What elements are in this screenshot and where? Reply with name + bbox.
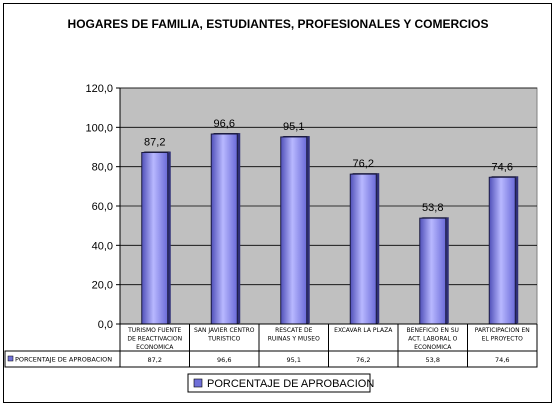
bar: [349, 173, 377, 325]
data-label: 95,1: [283, 121, 304, 133]
chart-title: HOGARES DE FAMILIA, ESTUDIANTES, PROFESI…: [68, 17, 489, 31]
table-legend-key: [7, 355, 14, 362]
table-value: 53,8: [426, 356, 440, 364]
bar: [210, 133, 238, 325]
table-value: 74,6: [495, 356, 509, 364]
bar: [488, 176, 516, 325]
bar: [280, 136, 308, 325]
table-value: 96,6: [217, 356, 231, 364]
bar-side: [445, 217, 449, 324]
legend-swatch: [193, 378, 203, 388]
bar-side: [237, 133, 241, 324]
data-label: 74,6: [492, 161, 513, 173]
table-value: 87,2: [148, 356, 162, 364]
y-tick-label: 120,0: [85, 83, 113, 95]
bar: [141, 152, 169, 325]
x-category-label: EXCAVAR LA PLAZA: [334, 327, 393, 334]
x-category-label: PARTICIPACION EN EL PROYECTO: [475, 327, 530, 343]
y-tick-label: 80,0: [92, 162, 113, 174]
data-label: 76,2: [353, 158, 374, 170]
y-tick-label: 20,0: [92, 280, 113, 292]
bar-side: [515, 176, 519, 324]
data-label: 87,2: [144, 137, 165, 149]
legend-box: [187, 373, 371, 393]
table-value: 76,2: [356, 356, 370, 364]
data-label: 53,8: [422, 202, 443, 214]
bar-side: [306, 135, 310, 324]
x-category-label: RESCATE DE RUINAS Y MUSEO: [268, 327, 320, 343]
y-tick-label: 40,0: [92, 240, 113, 252]
table-series-label: PORCENTAJE DE APROBACION: [15, 356, 112, 364]
x-category-label: BENEFICIO EN SU ACT. LABORAL O ECONOMICA: [407, 327, 459, 351]
x-category-label: TURISMO FUENTE DE REACTIVACION ECONOMICA: [127, 327, 182, 351]
x-category-label: SAN JAVIER CENTRO TURISTICO: [194, 327, 255, 343]
y-tick-label: 60,0: [92, 201, 113, 213]
y-tick-label: 100,0: [85, 122, 113, 134]
table-value: 95,1: [287, 356, 301, 364]
y-tick-label: 0,0: [98, 319, 113, 331]
bar-side: [167, 151, 171, 324]
data-label: 96,6: [214, 118, 235, 130]
legend-label: PORCENTAJE DE APROBACION: [207, 378, 374, 390]
bar-side: [376, 173, 380, 324]
bar: [419, 217, 447, 325]
